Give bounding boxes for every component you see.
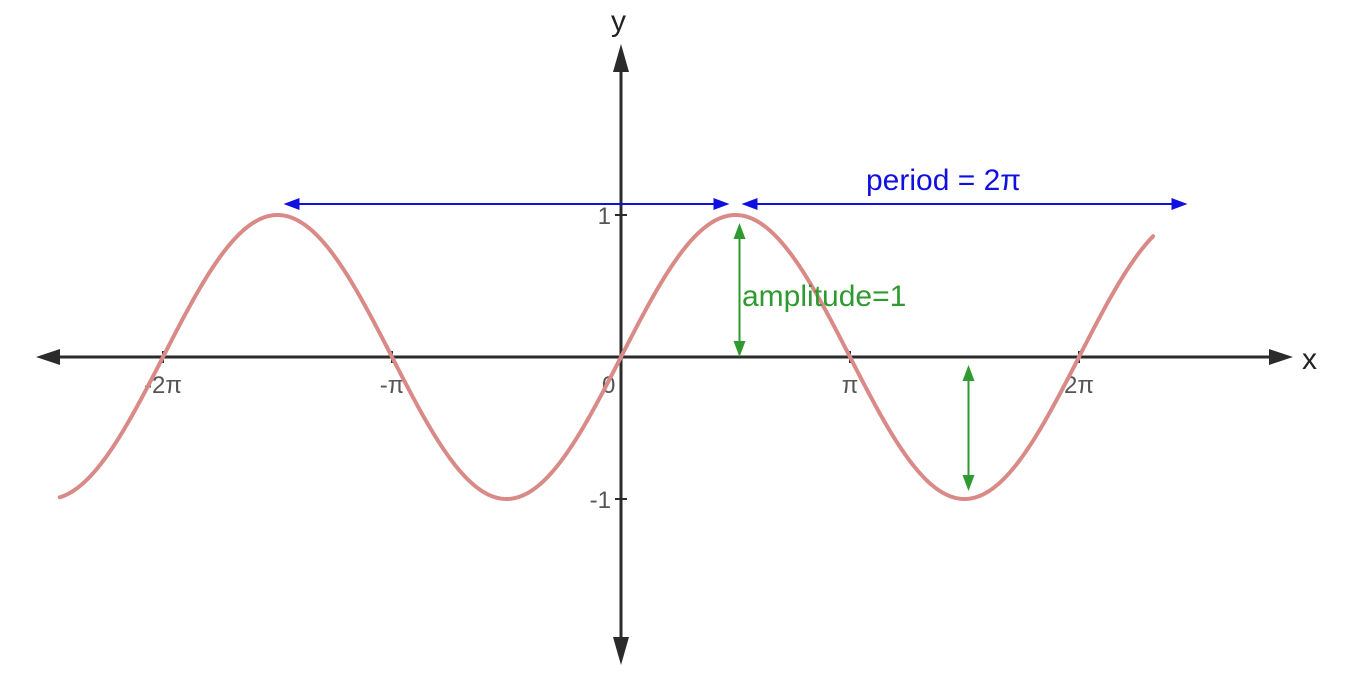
period-label: period = 2π: [866, 164, 1021, 197]
sine-curve-layer: [57, 212, 1156, 502]
axes: -2π -π 0 π 2π1-1: [36, 44, 1293, 665]
y-axis-label: y: [611, 5, 626, 38]
amplitude-arrow-1: [733, 223, 746, 357]
y-axis-arrow-up: [613, 44, 629, 72]
x-axis-label: x: [1302, 343, 1317, 376]
period-arrow-2: [741, 198, 1188, 210]
amplitude-label: amplitude=1: [742, 280, 906, 313]
x-axis-arrow-left: [36, 349, 60, 365]
y-tick-label: -1: [590, 487, 611, 514]
annotations: [283, 198, 1188, 491]
y-tick-label: 1: [598, 203, 611, 230]
sine-curve: [57, 212, 1156, 502]
x-axis-arrow-right: [1269, 349, 1293, 365]
amplitude-arrow-2: [962, 365, 975, 491]
y-axis-arrow-down: [613, 637, 629, 665]
x-tick-label: π: [842, 372, 859, 399]
period-arrow-1: [283, 198, 730, 210]
